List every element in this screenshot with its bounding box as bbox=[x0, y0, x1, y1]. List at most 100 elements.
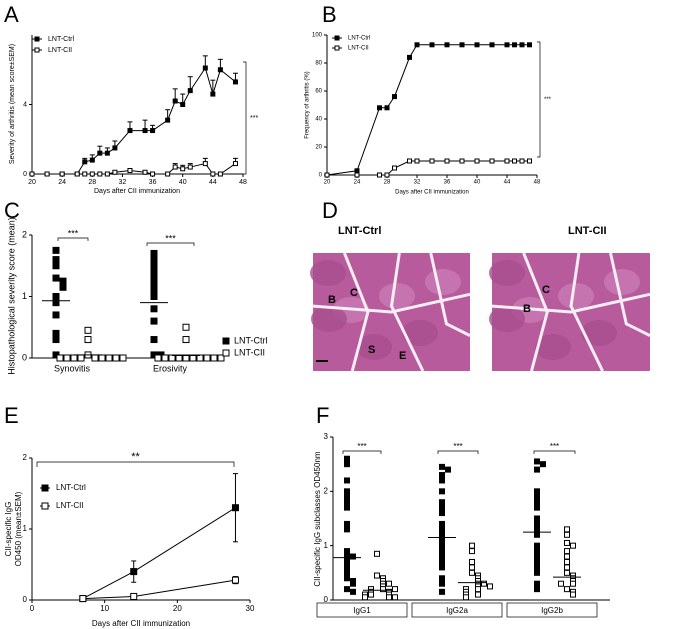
marker bbox=[97, 171, 103, 177]
marker bbox=[150, 305, 158, 313]
marker bbox=[380, 586, 386, 593]
marker bbox=[527, 158, 532, 164]
joint-space bbox=[312, 292, 471, 314]
marker bbox=[105, 354, 113, 362]
significance-bracket bbox=[146, 242, 195, 246]
marker bbox=[52, 336, 60, 344]
joint-space bbox=[491, 292, 651, 314]
marker bbox=[564, 569, 570, 576]
legend-label: LNT-Ctrl bbox=[234, 335, 268, 345]
marker bbox=[414, 158, 420, 164]
region-label: C bbox=[542, 284, 550, 296]
tissue bbox=[489, 260, 525, 286]
marker bbox=[222, 337, 230, 345]
region-label: B bbox=[523, 303, 531, 315]
marker bbox=[150, 336, 158, 344]
marker bbox=[150, 249, 158, 257]
marker bbox=[344, 526, 350, 533]
marker bbox=[384, 172, 390, 178]
y-axis-label: CII-specific IgG subclasses OD450nm bbox=[313, 451, 322, 586]
marker bbox=[232, 79, 238, 85]
marker bbox=[439, 463, 445, 470]
significance-bracket bbox=[537, 41, 541, 158]
marker bbox=[41, 502, 49, 510]
y-tick-label: 1 bbox=[23, 524, 28, 533]
y-axis-label: Frequency of arthritis (%) bbox=[305, 71, 311, 138]
significance-bracket bbox=[243, 61, 247, 175]
marker bbox=[112, 145, 118, 151]
marker bbox=[407, 158, 412, 164]
marker bbox=[217, 67, 223, 73]
marker bbox=[564, 586, 570, 593]
marker bbox=[196, 354, 204, 362]
marker bbox=[407, 54, 412, 60]
marker bbox=[439, 575, 445, 582]
marker bbox=[89, 157, 95, 163]
y-tick-label: 0 bbox=[22, 352, 27, 362]
marker bbox=[504, 158, 510, 164]
marker bbox=[534, 553, 540, 560]
marker bbox=[334, 45, 340, 51]
x-axis-label: Days after CII immunization bbox=[92, 619, 190, 628]
marker bbox=[519, 158, 525, 164]
tissue bbox=[311, 306, 347, 332]
marker bbox=[127, 128, 133, 134]
marker bbox=[439, 553, 445, 560]
marker bbox=[439, 488, 445, 495]
marker bbox=[187, 164, 193, 170]
marker bbox=[344, 548, 350, 555]
marker bbox=[175, 354, 183, 362]
marker bbox=[210, 354, 218, 362]
marker bbox=[344, 504, 350, 511]
marker bbox=[52, 299, 60, 307]
marker bbox=[534, 499, 540, 506]
series-line bbox=[82, 507, 236, 600]
marker bbox=[150, 262, 158, 270]
marker bbox=[344, 477, 350, 484]
significance-bracket bbox=[437, 450, 479, 454]
tissue bbox=[379, 283, 415, 309]
tissue bbox=[310, 260, 346, 286]
marker bbox=[34, 47, 40, 53]
y-axis-label: Histopathological severity score (mean) bbox=[6, 217, 16, 375]
significance-label: *** bbox=[68, 228, 79, 238]
joint-space bbox=[569, 252, 604, 372]
marker bbox=[392, 165, 397, 171]
marker bbox=[165, 171, 171, 177]
marker bbox=[172, 98, 178, 104]
marker bbox=[52, 293, 60, 300]
marker bbox=[481, 580, 487, 587]
marker bbox=[44, 171, 50, 177]
marker bbox=[41, 484, 49, 492]
marker bbox=[489, 42, 495, 48]
marker bbox=[52, 329, 60, 337]
marker bbox=[469, 558, 475, 565]
marker bbox=[439, 510, 445, 517]
marker bbox=[439, 588, 445, 595]
marker bbox=[202, 65, 208, 71]
marker bbox=[344, 586, 350, 593]
marker bbox=[439, 504, 445, 511]
marker bbox=[52, 274, 60, 282]
joint-space bbox=[609, 252, 651, 337]
x-tick-label: 30 bbox=[246, 604, 255, 613]
marker bbox=[487, 583, 493, 590]
y-tick-label: 2 bbox=[324, 486, 329, 495]
marker bbox=[564, 553, 570, 560]
marker bbox=[570, 580, 576, 587]
marker bbox=[445, 466, 451, 473]
marker bbox=[350, 553, 356, 560]
marker bbox=[210, 91, 216, 97]
marker bbox=[150, 274, 158, 282]
marker bbox=[344, 520, 350, 527]
legend-label: LNT-CII bbox=[48, 47, 72, 54]
marker bbox=[344, 569, 350, 576]
marker bbox=[231, 576, 239, 584]
marker bbox=[459, 158, 465, 164]
x-tick-label: IgG1 bbox=[353, 606, 371, 615]
significance-bracket bbox=[533, 450, 576, 454]
marker bbox=[439, 526, 445, 533]
marker bbox=[439, 542, 445, 549]
marker bbox=[439, 520, 445, 527]
